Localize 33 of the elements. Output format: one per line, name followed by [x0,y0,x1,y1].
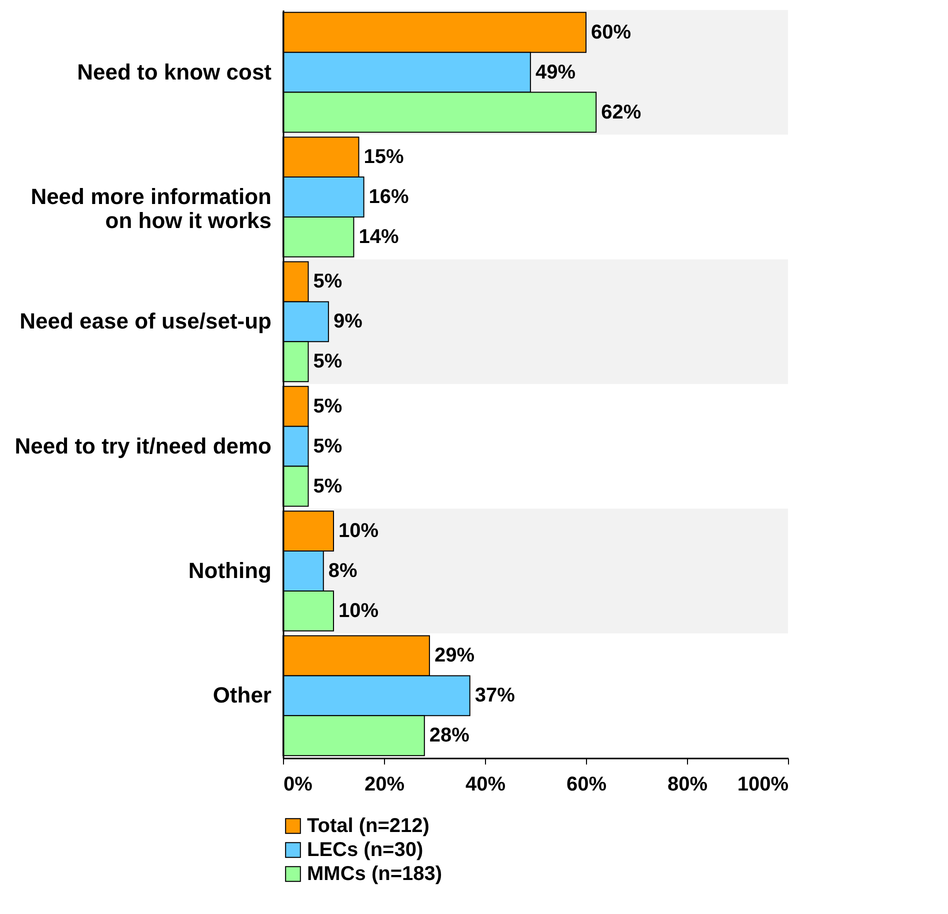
y-tick-label: Need ease of use/set-up [20,308,272,334]
x-tick-label: 60% [566,774,607,796]
x-tick-label: 20% [364,774,405,796]
data-label: 15% [364,146,404,168]
x-tick-label: 80% [667,774,708,796]
data-label: 60% [591,21,632,44]
x-tick-label: 0% [284,774,313,796]
data-label: 10% [338,600,379,622]
data-label: 28% [429,724,470,747]
y-tick-label: Need to try it/need demo [14,433,272,458]
data-label: 5% [313,270,342,293]
data-label: 5% [313,395,342,418]
data-label: 8% [328,560,358,582]
data-label: 49% [535,61,576,84]
data-label: 14% [358,226,399,248]
y-tick-label: Nothing [188,558,272,583]
data-label: 9% [333,310,363,333]
x-tick-label: 40% [465,774,506,796]
data-label: 10% [338,520,379,542]
y-tick-label: Need to know cost [77,59,272,84]
legend-label: MMCs (n=183) [307,863,442,885]
data-label: 16% [368,186,410,208]
data-label: 37% [474,684,516,707]
data-label: 5% [313,435,342,458]
y-tick-label: Need more information on how it works [30,184,272,233]
data-label: 62% [601,101,642,124]
legend-label: Total (n=212) [307,815,430,837]
data-label: 29% [434,644,475,667]
data-label: 5% [313,350,342,373]
legend-label: LECs (n=30) [307,839,424,861]
x-tick-label: 100% [737,774,789,796]
y-tick-label: Other [212,682,272,708]
data-label: 5% [313,475,342,498]
